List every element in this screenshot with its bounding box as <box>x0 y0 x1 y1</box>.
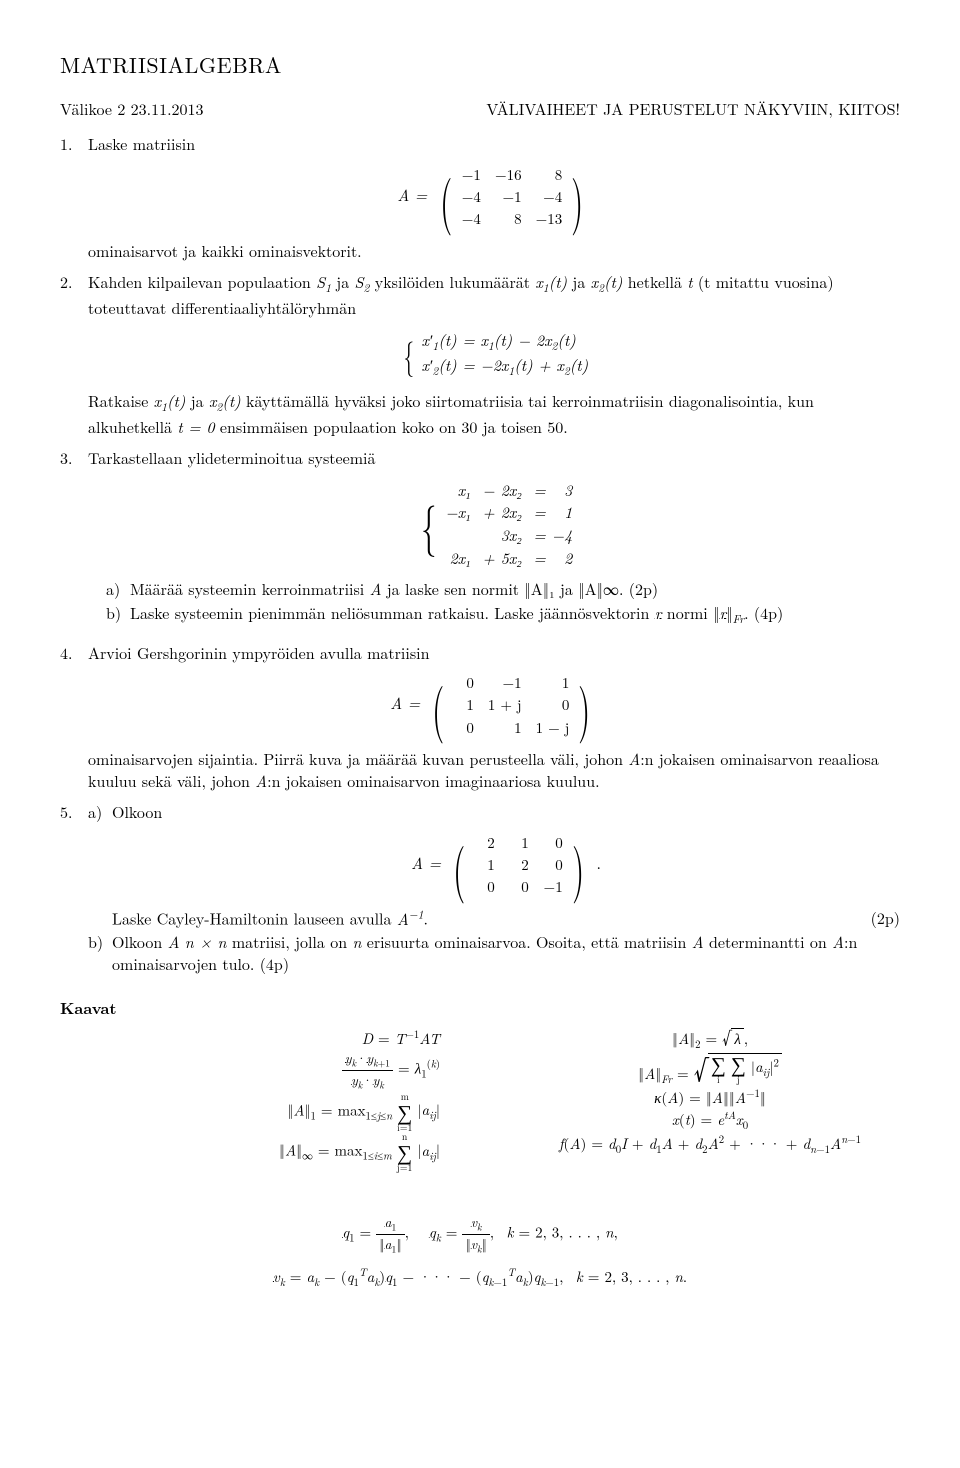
formula-r3: κ(A) = ‖A‖‖A−1‖ <box>520 1087 900 1108</box>
p1-outro: ominaisarvot ja kaikki ominaisvektorit. <box>88 239 362 262</box>
paren-right-icon: ) <box>572 843 584 888</box>
p3-intro: Tarkastellaan ylideterminoitua systeemiä <box>88 446 375 469</box>
problem-5: 5. a) Olkoon A = ( 2 1 0 1 <box>60 801 900 976</box>
problem-3-num: 3. <box>60 447 88 631</box>
p5-matrix-eq: A = ( 2 1 0 1 2 0 0 0 <box>112 833 900 898</box>
paren-right-icon: ) <box>571 175 583 220</box>
p1-matrix-grid: −1 −16 8 −4 −1 −4 −4 8 −13 <box>457 165 566 230</box>
p3-system: { x₁−2x₂=3 −x₁+2x₂=1 3x₂=−4 2x₁+5x₂=2 <box>88 479 900 568</box>
paren-left-icon: ( <box>453 843 465 888</box>
p4-outro: ominaisarvojen sijaintia. Piirrä kuva ja… <box>88 747 879 792</box>
brace-left-icon: { <box>421 503 436 544</box>
formulas-left: D = T−1AT yk·yk+1yk·yk = λ1(k) ‖A‖1 = ma… <box>60 1028 480 1173</box>
p3-b: b) Laske systeemin pienimmän neliösumman… <box>106 602 900 628</box>
p3-a: a) Määrää systeemin kerroinmatriisi A ja… <box>106 578 900 600</box>
formula-l2: yk·yk+1yk·yk = λ1(k) <box>60 1049 440 1092</box>
paren-left-icon: ( <box>432 683 444 728</box>
problem-5-num: 5. <box>60 801 88 976</box>
bottom-line-2: vk = ak − (q1Tak)q1 − ··· − (qk−1Tak)qk−… <box>60 1266 900 1291</box>
p2-system-rows: x′1(t) = x1(t) − 2x2(t) x′2(t) = −2x1(t)… <box>421 329 588 380</box>
p4-matrix: ( 0 −1 1 1 1 + j 0 0 1 1 − j ) <box>427 673 595 738</box>
header-row: Välikoe 2 23.11.2013 VÄLIVAIHEET JA PERU… <box>60 98 900 120</box>
problem-2: 2. Kahden kilpailevan populaation S1 ja … <box>60 271 900 437</box>
problem-4-body: Arvioi Gershgorinin ympyröiden avulla ma… <box>88 642 900 792</box>
p1-matrix-eq: A = ( −1 −16 8 −4 −1 −4 −4 8 −13 ) <box>88 165 900 230</box>
kaavat-heading: Kaavat <box>60 997 900 1019</box>
bottom-line-1: q1 = a1‖a1‖, qk = vk‖vk‖, k = 2, 3, . . … <box>60 1213 900 1256</box>
p3-system-grid: x₁−2x₂=3 −x₁+2x₂=1 3x₂=−4 2x₁+5x₂=2 <box>445 479 572 568</box>
formula-r5: f(A) = d0I + d1A + d2A2 + ··· + dn−1An−1 <box>520 1133 900 1158</box>
problem-2-num: 2. <box>60 271 88 437</box>
p2-text2: Ratkaise <box>88 389 154 412</box>
p2-text-a: Kahden kilpailevan populaation <box>88 270 316 293</box>
formula-l3: ‖A‖1 = max1≤j≤n m∑i=1 |aij| <box>60 1092 440 1133</box>
p1-intro: Laske matriisin <box>88 132 195 155</box>
problem-5-body: a) Olkoon A = ( 2 1 0 1 2 <box>88 801 900 976</box>
instruction: VÄLIVAIHEET JA PERUSTELUT NÄKYVIIN, KIIT… <box>486 98 900 120</box>
doc-title: MATRIISIALGEBRA <box>60 50 900 80</box>
p5-matrix: ( 2 1 0 1 2 0 0 0 −1 <box>448 833 589 898</box>
p1-matrix: ( −1 −16 8 −4 −1 −4 −4 8 −13 ) <box>435 165 589 230</box>
problem-1-body: Laske matriisin A = ( −1 −16 8 −4 −1 −4 … <box>88 133 900 261</box>
formula-r2: ‖A‖Fr = √ ∑i ∑j |aij|2 <box>520 1053 900 1088</box>
bottom-formulas: q1 = a1‖a1‖, qk = vk‖vk‖, k = 2, 3, . . … <box>60 1213 900 1290</box>
problem-4: 4. Arvioi Gershgorinin ympyröiden avulla… <box>60 642 900 792</box>
problem-2-body: Kahden kilpailevan populaation S1 ja S2 … <box>88 271 900 437</box>
p1-matrix-label: A = <box>397 183 427 206</box>
formulas-right: ‖A‖2 = √λ, ‖A‖Fr = √ ∑i ∑j |aij|2 κ(A) =… <box>520 1028 900 1173</box>
p3-sublist: a) Määrää systeemin kerroinmatriisi A ja… <box>106 578 900 627</box>
p4-intro: Arvioi Gershgorinin ympyröiden avulla ma… <box>88 641 429 664</box>
formulas: D = T−1AT yk·yk+1yk·yk = λ1(k) ‖A‖1 = ma… <box>60 1028 900 1173</box>
problem-1-num: 1. <box>60 133 88 261</box>
problems-list: 1. Laske matriisin A = ( −1 −16 8 −4 −1 … <box>60 133 900 976</box>
p5-a-points: (2p) <box>871 907 900 929</box>
problem-1: 1. Laske matriisin A = ( −1 −16 8 −4 −1 … <box>60 133 900 261</box>
problem-3-body: Tarkastellaan ylideterminoitua systeemiä… <box>88 447 900 631</box>
formula-r4: x(t) = etAx0 <box>520 1109 900 1134</box>
paren-left-icon: ( <box>440 175 452 220</box>
p4-matrix-eq: A = ( 0 −1 1 1 1 + j 0 0 1 1 − j ) <box>88 673 900 738</box>
exam-info: Välikoe 2 23.11.2013 <box>60 98 204 120</box>
formula-l1: D = T−1AT <box>60 1028 440 1049</box>
p5-b: b) Olkoon A n × n matriisi, jolla on n e… <box>88 931 900 974</box>
brace-left-icon: { <box>403 340 414 368</box>
paren-right-icon: ) <box>578 683 590 728</box>
formula-l4: ‖A‖∞ = max1≤i≤m n∑j=1 |aij| <box>60 1132 440 1173</box>
p2-system: { x′1(t) = x1(t) − 2x2(t) x′2(t) = −2x1(… <box>88 329 900 380</box>
problem-4-num: 4. <box>60 642 88 792</box>
problem-3: 3. Tarkastellaan ylideterminoitua systee… <box>60 447 900 631</box>
p5-a: a) Olkoon A = ( 2 1 0 1 2 <box>88 801 900 929</box>
